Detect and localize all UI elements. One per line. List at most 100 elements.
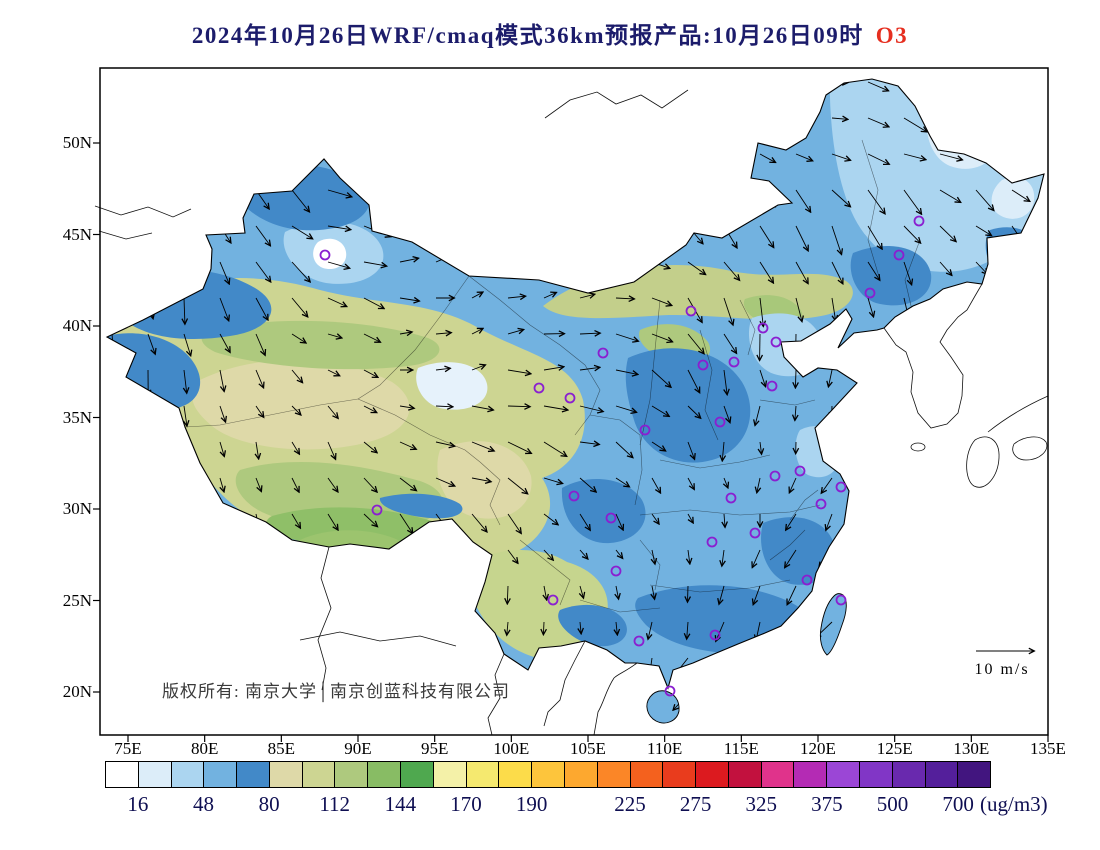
wind-vector-arrow <box>579 367 600 370</box>
wind-vector-arrow <box>435 81 462 94</box>
station-marker <box>728 356 740 368</box>
lon-tick-label: 115E <box>723 739 759 758</box>
wind-vector-arrow <box>471 187 496 190</box>
station-marker <box>639 424 651 436</box>
wind-vector-arrow <box>615 513 623 530</box>
colorbar-cell <box>925 762 959 787</box>
wind-vector-arrow <box>931 441 941 463</box>
wind-vector-arrow <box>325 621 328 644</box>
station-marker <box>769 470 781 482</box>
lon-tick-label: 135E <box>1030 739 1066 758</box>
wind-vector-arrow <box>471 513 487 532</box>
colorbar-cell <box>827 762 860 787</box>
wind-vector-arrow <box>826 513 833 530</box>
wind-vector-arrow <box>395 657 401 672</box>
wind-vector-arrow <box>255 333 265 355</box>
wind-vector-arrow <box>580 621 581 633</box>
station-marker <box>893 249 905 261</box>
wind-vector-arrow <box>1011 261 1023 277</box>
map-frame <box>99 67 1049 736</box>
wind-vector-arrow <box>723 189 738 195</box>
wind-vector-arrow <box>327 405 338 418</box>
station-marker <box>371 504 383 516</box>
wind-vector-arrow <box>435 585 440 603</box>
wind-vector-arrow <box>1005 621 1013 636</box>
lat-tick-label: 40N <box>62 316 92 335</box>
wind-vector-arrow <box>435 477 454 486</box>
wind-vector-arrow <box>471 329 483 335</box>
wind-vector-arrow <box>184 405 187 426</box>
wind-vector-arrow <box>901 477 904 495</box>
colorbar-cell <box>597 762 631 787</box>
wind-vector-arrow <box>363 513 377 526</box>
wind-vector-arrow <box>363 369 378 377</box>
wind-vector-arrow <box>607 657 617 674</box>
wind-vector-arrow <box>936 477 941 499</box>
wind-vector-arrow <box>363 585 370 604</box>
wind-vector-arrow <box>507 80 532 82</box>
wind-vector-arrow <box>579 153 601 158</box>
wind-vector-arrow <box>255 261 271 282</box>
wind-vector-arrow <box>579 513 590 530</box>
wind-vector-arrow <box>975 189 994 210</box>
wind-vector-arrow <box>183 81 195 95</box>
wind-vector-arrow <box>651 333 672 342</box>
wind-vector-arrow <box>615 189 633 198</box>
wind-vector-arrow <box>795 82 812 84</box>
wind-vector-arrow <box>651 153 668 162</box>
wind-vector-arrow <box>723 153 738 159</box>
wind-vector-arrow <box>795 153 812 161</box>
colorbar-cell <box>958 762 991 787</box>
wind-vector-arrow <box>723 405 730 422</box>
wind-vector-arrow <box>363 81 384 92</box>
wind-vector-arrow <box>147 657 154 678</box>
station-marker <box>801 574 813 586</box>
jeju-island-outline <box>910 442 926 452</box>
wind-vector-arrow <box>436 621 437 635</box>
station-marker <box>605 512 617 524</box>
province-borders-layer <box>184 139 921 613</box>
wind-vector-arrow <box>606 693 617 709</box>
wind-vector-arrow <box>327 441 335 459</box>
wind-vector-arrow <box>975 261 987 274</box>
wind-vector-arrow <box>687 441 694 459</box>
wind-vector-arrow <box>108 261 113 284</box>
colorbar-cell <box>532 762 565 787</box>
wind-vector-arrow <box>543 224 561 226</box>
wind-vector-arrow <box>363 333 380 342</box>
wind-vector-arrow <box>940 405 941 422</box>
wind-vector-arrow <box>363 405 376 412</box>
colorbar-tick-label: 190 <box>515 792 548 816</box>
wind-vector-arrow <box>615 441 633 457</box>
wind-vector-arrow <box>147 621 157 633</box>
wind-vector-arrow <box>219 405 225 422</box>
wind-vector-arrow <box>976 441 978 463</box>
wind-vector-arrow <box>579 333 600 334</box>
wind-vector-arrow <box>723 333 736 353</box>
wind-vector-arrow <box>399 153 426 154</box>
wind-vector-arrow <box>291 369 302 382</box>
wind-vector-arrow <box>832 297 836 321</box>
wind-vector-arrow <box>760 441 762 454</box>
wind-vector-arrow <box>147 81 154 106</box>
wind-vector-arrow <box>975 81 998 89</box>
lat-tick-label: 45N <box>62 224 92 244</box>
wind-vector-arrow <box>183 333 191 355</box>
wind-vector-arrow <box>651 81 673 86</box>
wind-vector-arrow <box>688 585 689 602</box>
wind-vector-arrow <box>687 261 705 274</box>
lat-tick-label: 30N <box>62 499 92 518</box>
wind-vector-arrow <box>829 369 833 387</box>
wind-vector-arrow <box>184 225 185 248</box>
wind-vector-arrow <box>183 153 188 171</box>
wind-vector-arrow <box>929 621 941 635</box>
wind-vector-arrow <box>291 153 309 169</box>
colorbar-cell <box>892 762 926 787</box>
wind-vector-arrow <box>147 333 155 354</box>
wind-vector-arrow <box>759 153 775 162</box>
wind-vector-arrow <box>969 693 977 705</box>
wind-vector-arrow <box>327 297 346 306</box>
wind-vector-arrow <box>183 117 192 128</box>
